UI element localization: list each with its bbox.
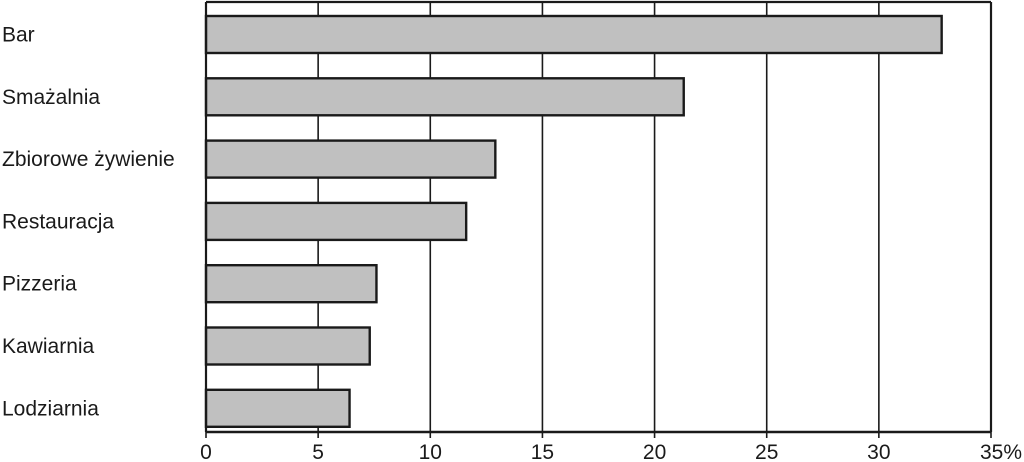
x-tick-label-15: 15: [531, 441, 554, 462]
plot-frame: [204, 0, 993, 438]
x-tick-label-25: 25: [755, 441, 778, 462]
category-label-5: Pizzeria: [2, 273, 77, 296]
x-tick-labels: 0 5 10 15 20 25 30 35%: [200, 441, 1022, 462]
x-tick-label-0: 0: [200, 441, 212, 462]
bar-1: [204, 14, 943, 55]
category-label-2: Smażalnia: [2, 86, 100, 109]
category-label-3: Zbiorowe żywienie: [2, 148, 175, 171]
bars: [204, 14, 943, 428]
x-tick-label-5: 5: [312, 441, 324, 462]
category-label-4: Restauracja: [2, 210, 114, 233]
bar-6: [204, 326, 371, 366]
x-tick-label-30: 30: [867, 441, 890, 462]
category-label-1: Bar: [2, 24, 35, 47]
category-labels: Bar Smażalnia Zbiorowe żywienie Restauracja…: [2, 24, 175, 421]
bar-7: [204, 388, 351, 428]
x-tick-label-20: 20: [643, 441, 666, 462]
bar-4: [204, 201, 468, 242]
x-tick-label-10: 10: [419, 441, 442, 462]
category-label-6: Kawiarnia: [2, 335, 95, 358]
bar-2: [204, 77, 685, 117]
bar-5: [204, 264, 378, 304]
x-tick-label-35: 35%: [980, 441, 1022, 462]
bar-3: [204, 139, 497, 179]
category-label-7: Lodziarnia: [2, 397, 99, 420]
